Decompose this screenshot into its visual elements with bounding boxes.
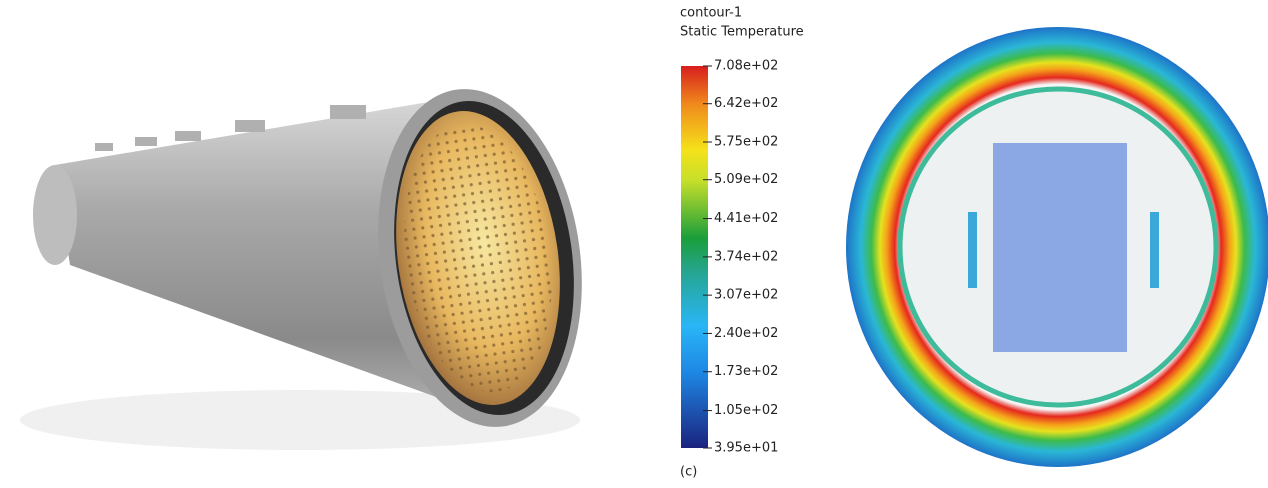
tick-label: 4.41e+02: [714, 211, 778, 226]
legend-subtitle: Static Temperature: [680, 25, 804, 40]
pipe-render: [20, 76, 603, 450]
contour-plot: [846, 27, 1268, 467]
tick-label: 7.08e+02: [714, 59, 778, 74]
tick-label: 5.09e+02: [714, 172, 778, 187]
legend-title: contour-1: [680, 6, 742, 21]
tick-label: 3.95e+01: [714, 441, 778, 456]
tick-label: 1.73e+02: [714, 364, 778, 379]
tick-label: 3.74e+02: [714, 249, 778, 264]
tick-label: 5.75e+02: [714, 135, 778, 150]
tick-label: 3.07e+02: [714, 288, 778, 303]
panel-label: (c): [680, 465, 697, 480]
tick-label: 6.42e+02: [714, 96, 778, 111]
tick-label: 1.05e+02: [714, 403, 778, 418]
figure: contour-1 Static Temperature (c) 7.08e+0…: [0, 0, 1268, 484]
tick-label: 2.40e+02: [714, 326, 778, 341]
